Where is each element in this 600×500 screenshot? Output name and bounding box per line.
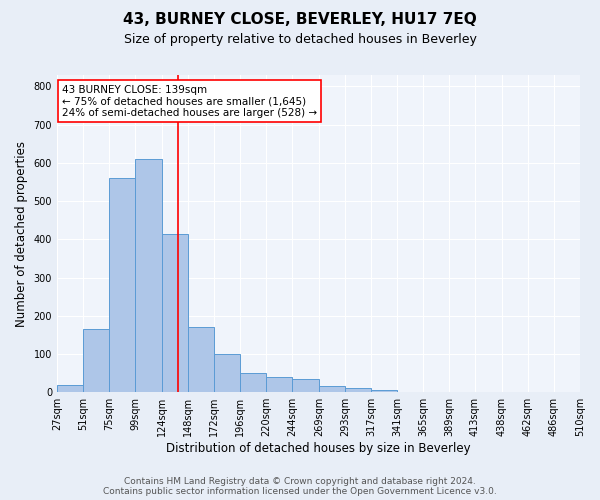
Bar	[319, 386, 345, 392]
X-axis label: Distribution of detached houses by size in Beverley: Distribution of detached houses by size …	[166, 442, 471, 455]
Bar	[345, 388, 371, 392]
Text: 43, BURNEY CLOSE, BEVERLEY, HU17 7EQ: 43, BURNEY CLOSE, BEVERLEY, HU17 7EQ	[123, 12, 477, 28]
Bar	[109, 178, 135, 392]
Bar	[188, 327, 214, 392]
Bar	[135, 159, 162, 392]
Bar	[83, 329, 109, 392]
Bar	[57, 384, 83, 392]
Bar	[292, 379, 319, 392]
Bar	[240, 373, 266, 392]
Text: Contains HM Land Registry data © Crown copyright and database right 2024.: Contains HM Land Registry data © Crown c…	[124, 477, 476, 486]
Bar	[266, 377, 292, 392]
Text: Size of property relative to detached houses in Beverley: Size of property relative to detached ho…	[124, 32, 476, 46]
Bar	[162, 234, 188, 392]
Y-axis label: Number of detached properties: Number of detached properties	[15, 140, 28, 326]
Text: Contains public sector information licensed under the Open Government Licence v3: Contains public sector information licen…	[103, 487, 497, 496]
Bar	[214, 354, 240, 392]
Bar	[371, 390, 397, 392]
Text: 43 BURNEY CLOSE: 139sqm
← 75% of detached houses are smaller (1,645)
24% of semi: 43 BURNEY CLOSE: 139sqm ← 75% of detache…	[62, 84, 317, 117]
